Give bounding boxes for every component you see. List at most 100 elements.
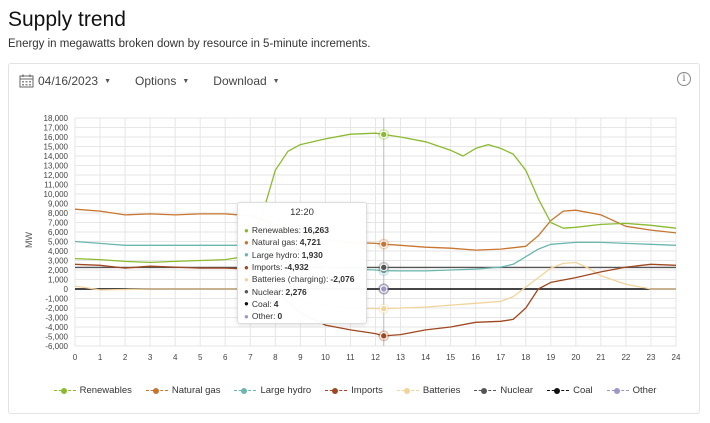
chart-grid — [74, 117, 677, 347]
tooltip-label: Renewables: — [251, 225, 301, 236]
hover-marker — [380, 240, 388, 248]
legend-item-natural-gas[interactable]: Natural gas — [145, 385, 221, 396]
legend-item-coal[interactable]: Coal — [547, 385, 593, 396]
tooltip-value: 4 — [273, 298, 279, 309]
x-tick-label: 18 — [521, 353, 530, 362]
legend-swatch-icon — [396, 386, 419, 396]
series-dot-icon: ● — [244, 237, 249, 247]
y-axis-ticks: 18,00017,00016,00015,00014,00013,00012,0… — [44, 114, 69, 351]
x-tick-label: 7 — [248, 353, 253, 362]
y-tick-label: 11,000 — [44, 181, 68, 190]
legend-label: Coal — [573, 385, 593, 396]
y-tick-label: 6,000 — [48, 228, 69, 237]
tooltip-row: ● Other: 0 — [244, 310, 360, 322]
y-tick-label: -1,000 — [45, 295, 68, 304]
date-picker[interactable]: 04/16/2023 ▼ — [19, 74, 111, 88]
y-tick-label: 10,000 — [44, 190, 69, 199]
legend-item-batteries[interactable]: Batteries — [396, 385, 460, 396]
tooltip-row: ● Renewables: 16,263 — [244, 224, 360, 236]
y-tick-label: 2,000 — [48, 266, 69, 275]
tooltip-row: ● Natural gas: 4,721 — [244, 236, 360, 248]
x-tick-label: 12 — [371, 353, 380, 362]
y-tick-label: 0 — [64, 285, 69, 294]
tooltip-value: -4,932 — [284, 262, 309, 273]
x-tick-label: 5 — [198, 353, 203, 362]
x-tick-label: 16 — [471, 353, 480, 362]
series-dot-icon: ● — [244, 311, 249, 321]
series-dot-icon: ● — [244, 299, 249, 309]
chart-series — [74, 132, 677, 337]
legend-item-imports[interactable]: Imports — [325, 385, 383, 396]
legend-swatch-icon — [474, 386, 497, 396]
hover-marker — [380, 285, 388, 293]
legend-item-renewables[interactable]: Renewables — [53, 385, 132, 396]
legend-item-large-hydro[interactable]: Large hydro — [234, 385, 311, 396]
x-tick-label: 15 — [446, 353, 455, 362]
y-tick-label: -5,000 — [45, 333, 68, 342]
x-tick-label: 2 — [123, 353, 128, 362]
legend-item-nuclear[interactable]: Nuclear — [474, 385, 533, 396]
tooltip-label: Imports: — [251, 262, 283, 273]
series-dot-icon: ● — [244, 287, 249, 297]
y-tick-label: -3,000 — [45, 314, 68, 323]
legend-item-other[interactable]: Other — [606, 385, 656, 396]
tooltip-value: -2,076 — [330, 274, 355, 285]
tooltip-rows: ● Renewables: 16,263 ● Natural gas: 4,721 ● L… — [244, 224, 360, 322]
info-icon[interactable]: i — [677, 72, 691, 86]
page-subtitle: Energy in megawatts broken down by resou… — [8, 38, 371, 50]
download-menu[interactable]: Download ▼ — [213, 74, 279, 88]
x-tick-label: 14 — [421, 353, 430, 362]
hover-marker — [380, 263, 388, 272]
legend-label: Natural gas — [171, 385, 221, 396]
y-tick-label: 3,000 — [48, 257, 69, 266]
tooltip-row: ● Imports: -4,932 — [244, 261, 360, 273]
tooltip-value: 16,263 — [302, 225, 329, 236]
series-line-renewables — [74, 132, 677, 264]
hover-marker — [380, 305, 388, 313]
date-value: 04/16/2023 — [38, 74, 99, 88]
x-axis-ticks: 0 1 2 3 4 5 6 7 8 9 10 11 12 13 14 15 16 17 18 19 20 21 22 23 24 — [73, 353, 681, 362]
legend-swatch-icon — [145, 386, 168, 396]
x-tick-label: 4 — [173, 353, 178, 362]
x-tick-label: 24 — [672, 353, 681, 362]
series-dot-icon: ● — [244, 225, 249, 235]
legend-swatch-icon — [547, 386, 570, 396]
y-tick-label: 14,000 — [44, 152, 69, 161]
legend-label: Nuclear — [500, 385, 534, 396]
legend-swatch-icon — [606, 386, 629, 396]
calendar-icon — [19, 74, 34, 88]
legend-swatch-icon — [325, 386, 348, 396]
options-menu[interactable]: Options ▼ — [135, 74, 189, 88]
x-tick-label: 9 — [298, 353, 303, 362]
x-tick-label: 22 — [621, 353, 630, 362]
tooltip-label: Batteries (charging): — [251, 274, 329, 285]
legend-label: Imports — [351, 385, 383, 396]
y-tick-label: 4,000 — [48, 247, 69, 256]
y-tick-label: 9,000 — [48, 200, 69, 209]
x-tick-label: 8 — [273, 353, 278, 362]
x-tick-label: 11 — [346, 353, 355, 362]
x-tick-label: 20 — [571, 353, 580, 362]
x-tick-label: 19 — [546, 353, 555, 362]
caret-down-icon: ▼ — [104, 77, 111, 85]
tooltip-value: 0 — [277, 311, 283, 322]
tooltip-label: Natural gas: — [251, 237, 298, 248]
page-title: Supply trend — [8, 8, 126, 31]
tooltip-row: ● Batteries (charging): -2,076 — [244, 273, 360, 285]
download-label: Download — [213, 74, 267, 88]
y-tick-label: -2,000 — [45, 304, 68, 313]
hover-marker — [380, 332, 388, 340]
x-tick-label: 21 — [596, 353, 605, 362]
tooltip-value: 4,721 — [299, 237, 321, 248]
tooltip-row: ● Coal: 4 — [244, 298, 360, 310]
y-tick-label: 17,000 — [44, 124, 69, 133]
y-tick-label: 12,000 — [44, 171, 69, 180]
hover-markers — [378, 129, 390, 342]
y-tick-label: -4,000 — [45, 323, 68, 332]
y-tick-label: 15,000 — [44, 143, 69, 152]
series-dot-icon: ● — [244, 274, 249, 284]
tooltip-label: Nuclear: — [251, 286, 284, 297]
tooltip-label: Large hydro: — [251, 249, 300, 260]
y-tick-label: 13,000 — [44, 162, 69, 171]
